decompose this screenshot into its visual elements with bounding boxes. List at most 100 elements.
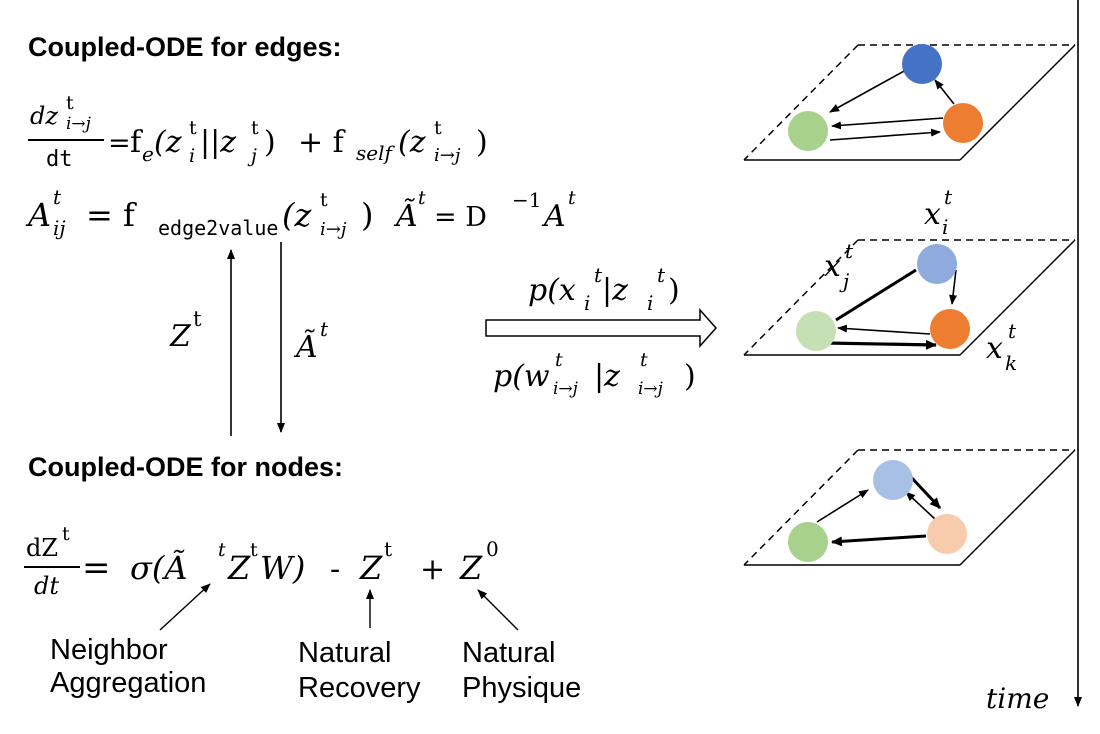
svg-text:t: t — [384, 537, 392, 561]
svg-text:t: t — [66, 92, 74, 114]
nodes-heading: Coupled-ODE for nodes: — [28, 452, 343, 482]
svg-text:k: k — [1005, 351, 1017, 375]
svg-text:i→j: i→j — [320, 219, 347, 240]
up-arrow-label: Z t — [169, 307, 202, 354]
svg-text:|z: |z — [602, 273, 628, 308]
svg-text:= D: = D — [434, 202, 487, 233]
svg-text:t: t — [555, 349, 563, 371]
svg-text:x: x — [986, 331, 1003, 366]
svg-text:+ f: + f — [298, 125, 346, 160]
svg-text:t: t — [250, 539, 258, 561]
svg-text:): ) — [476, 125, 488, 160]
svg-text:0: 0 — [486, 537, 499, 561]
svg-text:Ã: Ã — [393, 198, 418, 234]
svg-text:(z: (z — [154, 125, 182, 160]
natural-recovery-label-line2: Recovery — [298, 672, 421, 704]
node-blue — [902, 44, 942, 84]
svg-text:i→j: i→j — [66, 114, 92, 134]
svg-text:-: - — [330, 552, 340, 587]
svg-text:p(w: p(w — [493, 359, 550, 394]
svg-text:i: i — [189, 145, 195, 167]
node-orange — [943, 103, 983, 143]
node-pale-blue — [873, 460, 913, 500]
svg-text:): ) — [264, 125, 276, 160]
natural-physique-arrow — [477, 589, 519, 631]
edge-arrow — [934, 79, 955, 105]
node-ode-equation: dZ t dt = σ(Ã t Z t W) - Z t + Z 0 — [24, 523, 499, 600]
svg-text:edge2value: edge2value — [158, 216, 278, 240]
svg-text:||z: ||z — [200, 125, 236, 160]
panel-left-edge — [743, 44, 859, 161]
node-label-xk: x k t — [986, 319, 1017, 375]
edge-ode-equation: dz t i→j dt = f e (z t i ||z t j ) + f s… — [28, 92, 488, 172]
edge-arrow — [949, 269, 958, 305]
svg-text:t: t — [845, 239, 854, 263]
svg-text:dt: dt — [34, 572, 59, 600]
node-pale-orange — [927, 514, 967, 554]
edge-thick — [835, 268, 917, 322]
svg-text:σ(Ã: σ(Ã — [130, 549, 187, 587]
svg-text:t: t — [418, 187, 426, 209]
svg-text:(z: (z — [282, 196, 312, 234]
emission-block-arrow — [485, 308, 718, 348]
svg-text:j: j — [839, 269, 849, 293]
svg-text:t: t — [434, 117, 442, 139]
panel-right-edge — [959, 239, 1076, 356]
svg-text:): ) — [684, 359, 696, 394]
svg-text:t: t — [320, 189, 328, 211]
graph-panel-middle — [743, 239, 1076, 356]
edge-arrow-thick — [831, 534, 927, 547]
svg-text:Z: Z — [359, 549, 383, 587]
svg-text:): ) — [361, 196, 373, 234]
natural-recovery-label-line1: Natural — [298, 637, 392, 669]
emission-bottom-label: p(w t i→j |z t i→j ) — [493, 349, 696, 399]
svg-text:=: = — [108, 128, 131, 159]
svg-text:i: i — [647, 291, 653, 315]
edge-arrow-thick — [908, 474, 942, 510]
svg-text:A: A — [25, 196, 51, 234]
edge-arrow — [816, 489, 869, 523]
graph-panel-bottom — [743, 449, 1076, 566]
svg-text:i: i — [584, 291, 590, 315]
panel-right-edge — [959, 44, 1076, 161]
svg-text:−1: −1 — [512, 188, 541, 212]
svg-text:t: t — [193, 307, 202, 331]
natural-physique-label-line1: Natural — [462, 637, 556, 669]
svg-text:i: i — [942, 215, 948, 239]
svg-text:j: j — [247, 145, 257, 167]
neighbor-aggregation-arrow — [159, 583, 211, 631]
svg-text:f: f — [130, 125, 143, 160]
svg-text:t: t — [251, 117, 259, 139]
svg-text:t: t — [1008, 319, 1017, 343]
adjacency-equation: A t ij = f edge2value (z t i→j ) Ã t = D… — [25, 185, 576, 240]
node-green — [788, 522, 828, 562]
svg-text:t: t — [944, 185, 953, 209]
svg-text:): ) — [668, 273, 680, 308]
svg-text:t: t — [657, 263, 666, 287]
node-label-xj: x j t — [824, 239, 854, 293]
svg-text:dz: dz — [30, 102, 58, 130]
graph-panel-top — [743, 44, 1076, 161]
panel-left-edge — [743, 239, 859, 356]
svg-text:i→j: i→j — [638, 379, 664, 399]
node-orange — [930, 309, 970, 349]
svg-text:Ã: Ã — [293, 329, 318, 365]
svg-text:e: e — [142, 142, 154, 166]
edge-arrow — [905, 491, 937, 521]
svg-text:Z: Z — [169, 319, 192, 354]
node-light-blue — [917, 244, 957, 284]
svg-text:i→j: i→j — [434, 145, 461, 166]
edges-heading: Coupled-ODE for edges: — [28, 32, 342, 62]
node-light-green — [796, 311, 836, 351]
svg-text:Z: Z — [459, 549, 483, 587]
svg-text:t: t — [218, 539, 226, 561]
down-arrow-label: Ã t — [293, 317, 329, 365]
node-green — [788, 111, 828, 151]
edge-arrow — [831, 117, 944, 130]
svg-text:t: t — [594, 263, 603, 287]
svg-text:p(x: p(x — [528, 273, 576, 308]
svg-text:t: t — [568, 187, 576, 209]
panel-right-edge — [959, 449, 1076, 566]
edge-arrow — [837, 324, 931, 335]
edge-arrow — [829, 128, 941, 141]
